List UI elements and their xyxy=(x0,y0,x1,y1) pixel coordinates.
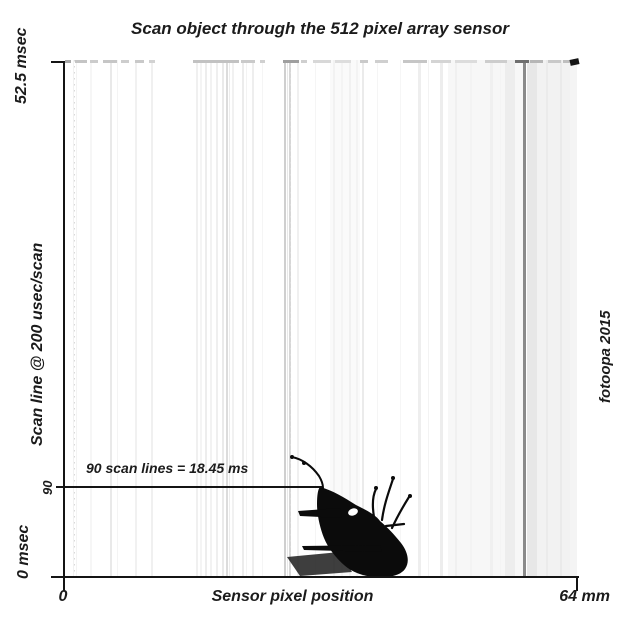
top-dashes-layer xyxy=(65,60,576,63)
y-axis-line xyxy=(63,61,65,591)
y-axis-bottom-tick xyxy=(51,576,64,578)
x-axis-line xyxy=(63,576,579,578)
insect-highlight-spot xyxy=(348,508,358,516)
x-axis-min-label: 0 xyxy=(58,588,68,605)
watermark: fotoopa 2015 xyxy=(597,310,614,403)
insect-legs xyxy=(371,477,411,530)
marker-line-90 xyxy=(56,486,322,488)
streaks-layer xyxy=(73,60,577,577)
insect-antenna xyxy=(291,456,324,489)
marker-annotation: 90 scan lines = 18.45 ms xyxy=(86,460,249,476)
x-axis-right-tick xyxy=(576,577,578,591)
insect-silhouette xyxy=(287,455,413,577)
x-axis-title: Sensor pixel position xyxy=(211,588,374,605)
y-axis-title: Scan line @ 200 usec/scan xyxy=(29,242,46,446)
y-axis-max-label: 52.5 msec xyxy=(13,27,30,104)
dotted-columns-layer xyxy=(74,60,291,577)
top-right-corner-mark xyxy=(569,58,580,66)
x-axis-max-label: 64 mm xyxy=(559,588,610,605)
plot-area xyxy=(65,60,577,577)
plot-svg xyxy=(65,60,577,577)
insect-wing xyxy=(287,552,352,576)
insect-proboscis-streak xyxy=(298,508,342,518)
y-tick-90: 90 xyxy=(40,480,55,495)
y-axis-min-label: 0 msec xyxy=(15,524,32,579)
insect-leg-tips xyxy=(290,455,413,498)
chart-title: Scan object through the 512 pixel array … xyxy=(131,19,509,38)
y-axis-top-tick xyxy=(51,61,64,63)
insect-lower-streak xyxy=(302,545,382,552)
